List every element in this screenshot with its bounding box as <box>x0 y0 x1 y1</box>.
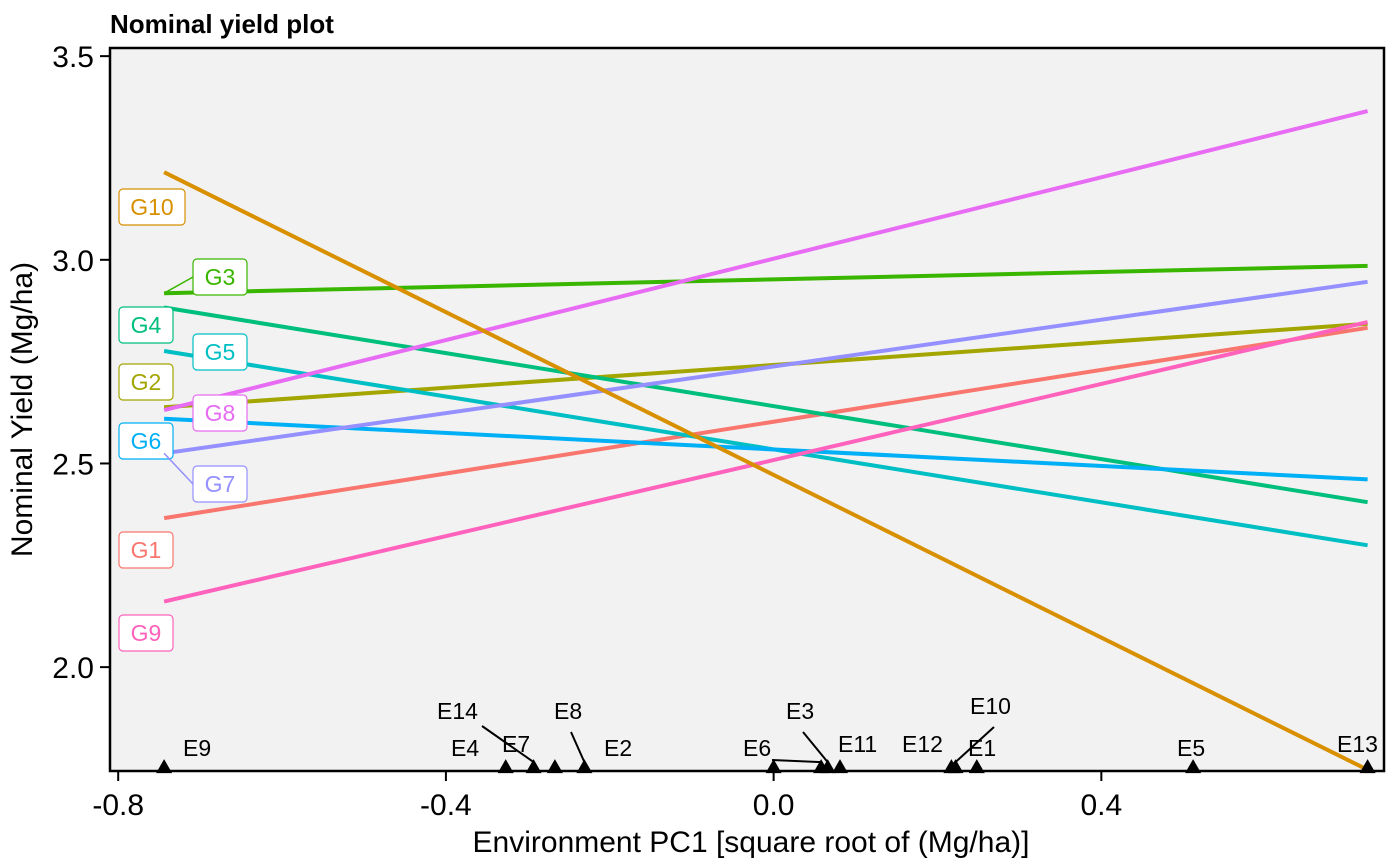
env-label-e10: E10 <box>970 693 1011 719</box>
genotype-label-g4: G4 <box>131 312 162 338</box>
series-line-g9 <box>163 320 1369 604</box>
x-tick-label-1: -0.4 <box>420 789 472 822</box>
genotype-label-box-g8 <box>192 394 248 432</box>
env-leader-e3 <box>802 731 829 763</box>
x-tick-label-3: 0.4 <box>1080 789 1122 822</box>
genotype-label-box-g10 <box>118 188 186 226</box>
env-marker-e13 <box>1359 759 1376 774</box>
genotype-label-box-g6 <box>118 422 174 460</box>
y-tick-label-0: 2.0 <box>52 652 94 685</box>
plot-panel <box>110 48 1384 771</box>
x-axis-title: Environment PC1 [square root of (Mg/ha)] <box>473 826 1030 859</box>
env-label-e3: E3 <box>786 698 814 724</box>
env-label-e13: E13 <box>1337 731 1378 757</box>
env-leader-e6 <box>771 759 822 764</box>
plot-border <box>108 46 1386 773</box>
y-tick-label-3: 3.5 <box>52 41 94 74</box>
chart-title: Nominal yield plot <box>110 9 334 39</box>
env-label-e14: E14 <box>437 698 478 724</box>
genotype-label-g1: G1 <box>131 537 162 563</box>
y-axis-title: Nominal Yield (Mg/ha) <box>6 262 39 557</box>
env-label-e6: E6 <box>743 735 771 761</box>
genotype-labels: G1 G2 G3 G4 G5 G6 G7 G8 G9 G10 <box>118 188 248 652</box>
genotype-leader-g3 <box>163 276 194 294</box>
genotype-label-g2: G2 <box>131 369 162 395</box>
y-tick-label-1: 2.5 <box>52 448 94 481</box>
env-leader-e10 <box>954 726 995 763</box>
genotype-label-box-g4 <box>118 306 174 344</box>
env-marker-e4 <box>497 759 514 774</box>
genotype-label-g8: G8 <box>205 400 236 426</box>
series-line-g3 <box>164 263 1368 296</box>
genotype-label-g7: G7 <box>205 471 236 497</box>
env-marker-e5 <box>1185 759 1202 774</box>
env-label-e1: E1 <box>968 735 996 761</box>
series-line-g10 <box>163 170 1369 772</box>
genotype-label-box-g5 <box>192 333 248 371</box>
env-label-e5: E5 <box>1177 735 1205 761</box>
genotype-leader-g7 <box>163 452 194 485</box>
y-tick-label-2: 3.0 <box>52 245 94 278</box>
genotype-label-box-g7 <box>192 465 248 503</box>
environment-markers: E9 E4 E14 E7 E8 E2 E6 E3 E11 E12 E10 E1 E5 E13 <box>156 693 1378 774</box>
genotype-lines <box>163 109 1369 772</box>
genotype-label-g9: G9 <box>131 620 162 646</box>
env-marker-e9 <box>156 759 173 774</box>
env-leader-e14 <box>481 725 535 763</box>
genotype-label-g10: G10 <box>130 194 173 220</box>
env-marker-e3 <box>819 759 836 774</box>
x-tick-label-2: 0.0 <box>753 789 795 822</box>
env-marker-e8 <box>576 759 593 774</box>
series-line-g8 <box>163 109 1369 413</box>
genotype-label-box-g3 <box>192 258 248 296</box>
env-marker-e14 <box>525 759 542 774</box>
env-label-e12: E12 <box>902 731 943 757</box>
env-label-e11: E11 <box>838 731 877 757</box>
series-line-g1 <box>163 325 1368 521</box>
env-marker-e11 <box>832 759 848 774</box>
genotype-label-box-g2 <box>118 363 174 401</box>
genotype-label-g3: G3 <box>205 264 236 290</box>
env-marker-e2 <box>765 759 782 774</box>
series-line-g7 <box>163 279 1368 456</box>
series-line-g6 <box>163 416 1368 482</box>
axes: -0.8 -0.4 0.0 0.4 2.0 2.5 3.0 3.5 <box>52 41 1122 822</box>
env-marker-e1 <box>968 759 985 774</box>
x-tick-label-0: -0.8 <box>92 789 144 822</box>
env-label-e2: E2 <box>604 735 632 761</box>
env-marker-e7 <box>546 759 563 774</box>
env-label-e7: E7 <box>502 731 530 757</box>
env-marker-e10 <box>947 759 964 774</box>
env-label-e9: E9 <box>183 735 211 761</box>
env-label-e4: E4 <box>451 735 479 761</box>
genotype-label-box-g9 <box>118 614 174 652</box>
env-leader-e8 <box>570 731 586 763</box>
genotype-label-box-g1 <box>118 531 174 569</box>
genotype-label-g6: G6 <box>131 428 162 454</box>
genotype-label-g5: G5 <box>205 339 236 365</box>
env-label-e8: E8 <box>554 698 582 724</box>
